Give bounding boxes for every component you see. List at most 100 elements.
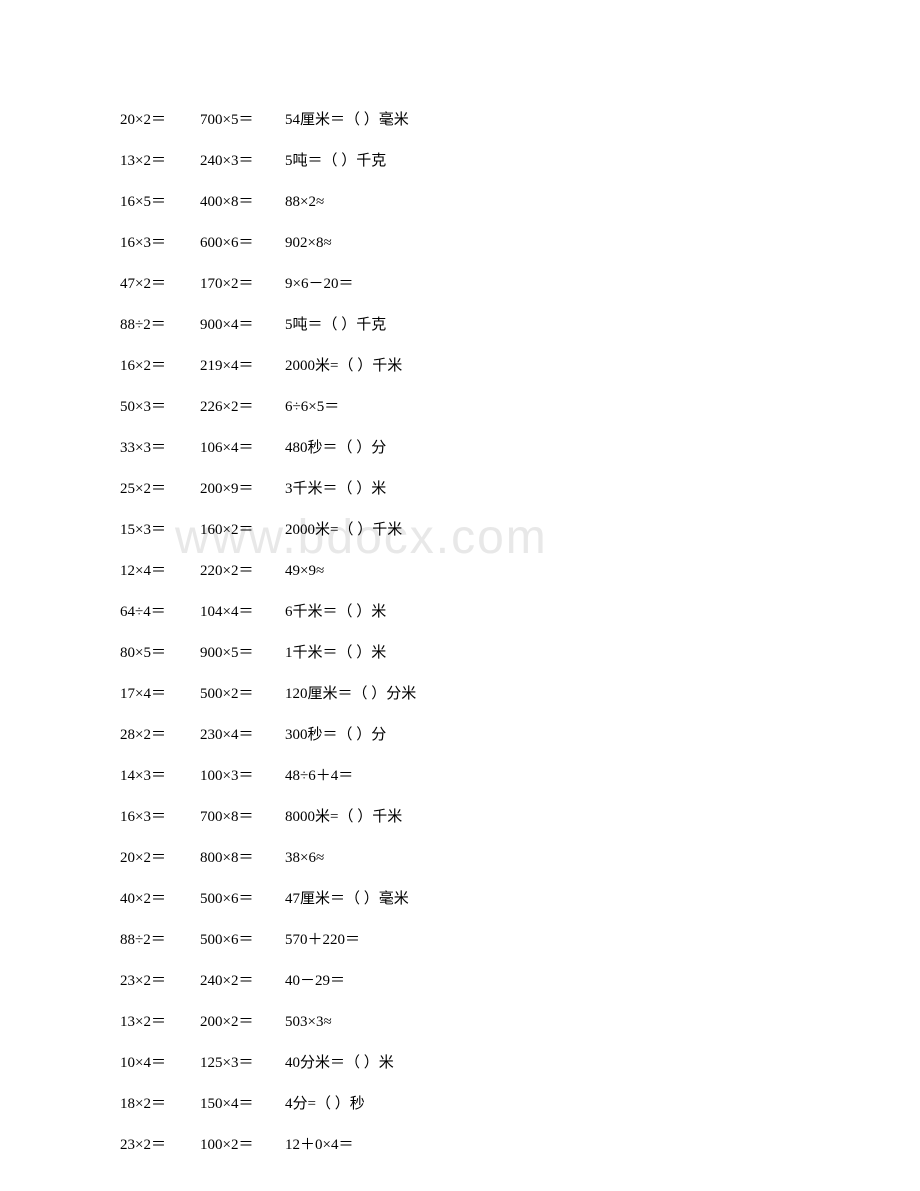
problem-col3: 6÷6×5＝ (285, 397, 920, 418)
problem-col1: 40×2＝ (120, 889, 200, 910)
problem-col1: 20×2＝ (120, 110, 200, 131)
worksheet-row: 15×3＝160×2＝2000米=（ ）千米 (120, 520, 920, 541)
problem-col2: 800×8＝ (200, 848, 285, 869)
problem-col2: 400×8＝ (200, 192, 285, 213)
problem-col2: 100×3＝ (200, 766, 285, 787)
problem-col2: 219×4＝ (200, 356, 285, 377)
problem-col1: 88÷2＝ (120, 315, 200, 336)
worksheet-row: 50×3＝226×2＝6÷6×5＝ (120, 397, 920, 418)
worksheet-row: 16×5＝400×8＝88×2≈ (120, 192, 920, 213)
problem-col1: 88÷2＝ (120, 930, 200, 951)
problem-col2: 100×2＝ (200, 1135, 285, 1156)
problem-col1: 33×3＝ (120, 438, 200, 459)
problem-col3: 47厘米＝（ ）毫米 (285, 889, 920, 910)
problem-col3: 120厘米＝（ ）分米 (285, 684, 920, 705)
problem-col3: 3千米＝（ ）米 (285, 479, 920, 500)
problem-col2: 150×4＝ (200, 1094, 285, 1115)
worksheet-row: 18×2＝150×4＝4分=（ ）秒 (120, 1094, 920, 1115)
problem-col1: 80×5＝ (120, 643, 200, 664)
problem-col1: 47×2＝ (120, 274, 200, 295)
worksheet-row: 20×2＝700×5＝54厘米＝（ ）毫米 (120, 110, 920, 131)
problem-col1: 13×2＝ (120, 1012, 200, 1033)
problem-col2: 125×3＝ (200, 1053, 285, 1074)
problem-col2: 200×2＝ (200, 1012, 285, 1033)
problem-col1: 50×3＝ (120, 397, 200, 418)
problem-col1: 18×2＝ (120, 1094, 200, 1115)
worksheet-row: 13×2＝240×3＝5吨＝（ ）千克 (120, 151, 920, 172)
worksheet-content: 20×2＝700×5＝54厘米＝（ ）毫米13×2＝240×3＝5吨＝（ ）千克… (120, 110, 920, 1156)
worksheet-row: 23×2＝240×2＝40－29＝ (120, 971, 920, 992)
worksheet-row: 16×2＝219×4＝2000米=（ ）千米 (120, 356, 920, 377)
problem-col2: 240×2＝ (200, 971, 285, 992)
problem-col1: 16×3＝ (120, 807, 200, 828)
problem-col3: 88×2≈ (285, 192, 920, 213)
problem-col3: 8000米=（ ）千米 (285, 807, 920, 828)
problem-col2: 900×4＝ (200, 315, 285, 336)
problem-col2: 200×9＝ (200, 479, 285, 500)
problem-col3: 49×9≈ (285, 561, 920, 582)
problem-col3: 48÷6＋4＝ (285, 766, 920, 787)
problem-col1: 13×2＝ (120, 151, 200, 172)
problem-col3: 5吨＝（ ）千克 (285, 315, 920, 336)
problem-col2: 104×4＝ (200, 602, 285, 623)
problem-col1: 12×4＝ (120, 561, 200, 582)
worksheet-row: 20×2＝800×8＝38×6≈ (120, 848, 920, 869)
problem-col3: 570＋220＝ (285, 930, 920, 951)
problem-col2: 226×2＝ (200, 397, 285, 418)
problem-col2: 160×2＝ (200, 520, 285, 541)
problem-col2: 600×6＝ (200, 233, 285, 254)
problem-col2: 240×3＝ (200, 151, 285, 172)
problem-col1: 23×2＝ (120, 971, 200, 992)
worksheet-row: 88÷2＝500×6＝570＋220＝ (120, 930, 920, 951)
problem-col3: 1千米＝（ ）米 (285, 643, 920, 664)
problem-col1: 15×3＝ (120, 520, 200, 541)
problem-col1: 14×3＝ (120, 766, 200, 787)
problem-col2: 900×5＝ (200, 643, 285, 664)
problem-col1: 28×2＝ (120, 725, 200, 746)
problem-col3: 4分=（ ）秒 (285, 1094, 920, 1115)
worksheet-row: 47×2＝170×2＝9×6－20＝ (120, 274, 920, 295)
problem-col3: 2000米=（ ）千米 (285, 520, 920, 541)
worksheet-row: 16×3＝700×8＝8000米=（ ）千米 (120, 807, 920, 828)
worksheet-row: 13×2＝200×2＝503×3≈ (120, 1012, 920, 1033)
problem-col2: 170×2＝ (200, 274, 285, 295)
problem-col1: 20×2＝ (120, 848, 200, 869)
problem-col3: 5吨＝（ ）千克 (285, 151, 920, 172)
problem-col3: 503×3≈ (285, 1012, 920, 1033)
problem-col1: 16×5＝ (120, 192, 200, 213)
worksheet-row: 12×4＝220×2＝49×9≈ (120, 561, 920, 582)
problem-col2: 106×4＝ (200, 438, 285, 459)
worksheet-row: 17×4＝500×2＝120厘米＝（ ）分米 (120, 684, 920, 705)
worksheet-row: 14×3＝100×3＝48÷6＋4＝ (120, 766, 920, 787)
worksheet-row: 28×2＝230×4＝300秒＝（ ）分 (120, 725, 920, 746)
problem-col1: 23×2＝ (120, 1135, 200, 1156)
problem-col3: 480秒＝（ ）分 (285, 438, 920, 459)
problem-col2: 220×2＝ (200, 561, 285, 582)
worksheet-row: 16×3＝600×6＝902×8≈ (120, 233, 920, 254)
problem-col3: 6千米＝（ ）米 (285, 602, 920, 623)
problem-col1: 16×3＝ (120, 233, 200, 254)
worksheet-row: 33×3＝106×4＝480秒＝（ ）分 (120, 438, 920, 459)
problem-col1: 25×2＝ (120, 479, 200, 500)
problem-col2: 500×2＝ (200, 684, 285, 705)
worksheet-row: 88÷2＝900×4＝5吨＝（ ）千克 (120, 315, 920, 336)
problem-col2: 700×5＝ (200, 110, 285, 131)
problem-col2: 500×6＝ (200, 889, 285, 910)
problem-col2: 230×4＝ (200, 725, 285, 746)
problem-col3: 9×6－20＝ (285, 274, 920, 295)
problem-col1: 17×4＝ (120, 684, 200, 705)
problem-col3: 54厘米＝（ ）毫米 (285, 110, 920, 131)
problem-col3: 40－29＝ (285, 971, 920, 992)
worksheet-row: 23×2＝100×2＝12＋0×4＝ (120, 1135, 920, 1156)
worksheet-row: 40×2＝500×6＝47厘米＝（ ）毫米 (120, 889, 920, 910)
problem-col3: 300秒＝（ ）分 (285, 725, 920, 746)
worksheet-row: 10×4＝125×3＝40分米＝（ ）米 (120, 1053, 920, 1074)
problem-col1: 16×2＝ (120, 356, 200, 377)
problem-col1: 10×4＝ (120, 1053, 200, 1074)
worksheet-row: 80×5＝900×5＝1千米＝（ ）米 (120, 643, 920, 664)
problem-col3: 2000米=（ ）千米 (285, 356, 920, 377)
problem-col3: 38×6≈ (285, 848, 920, 869)
problem-col3: 902×8≈ (285, 233, 920, 254)
worksheet-row: 64÷4＝104×4＝6千米＝（ ）米 (120, 602, 920, 623)
problem-col3: 40分米＝（ ）米 (285, 1053, 920, 1074)
